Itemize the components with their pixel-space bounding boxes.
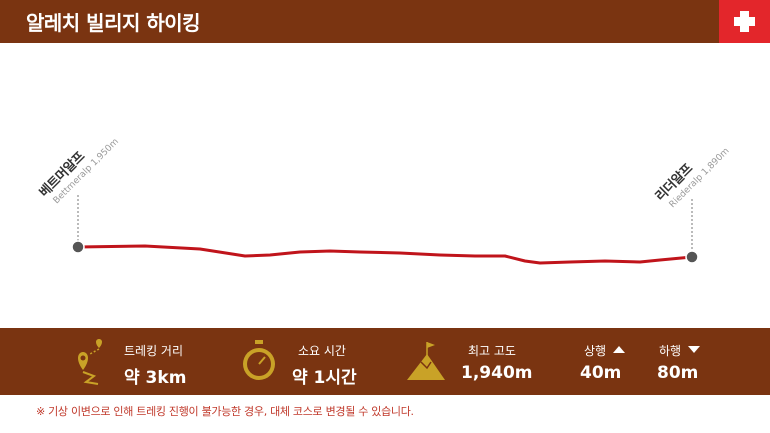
disclaimer-note: ※ 기상 이변으로 인해 트레킹 진행이 불가능한 경우, 대체 코스로 변경될… — [36, 405, 414, 418]
descent-value: 80m — [657, 363, 699, 383]
distance-value: 약 3km — [124, 368, 187, 388]
altitude-stat: 최고 고도 1,940m — [405, 328, 545, 395]
descent-stat: 하행 80m — [655, 328, 725, 395]
end-point-marker — [685, 250, 699, 264]
time-label: 소요 시간 — [298, 344, 346, 358]
distance-stat: 트레킹 거리 약 3km — [64, 328, 214, 395]
ascent-stat: 상행 40m — [578, 328, 648, 395]
triangle-up-icon — [613, 346, 625, 353]
ascent-label: 상행 — [584, 344, 607, 358]
start-point-marker — [71, 240, 85, 254]
time-stat: 소요 시간 약 1시간 — [240, 328, 380, 395]
mountain-flag-icon — [407, 342, 445, 380]
elevation-chart — [71, 195, 699, 265]
elevation-profile: 베트머알프 Bettmeralp 1,950m 리더알프 Riederalp 1… — [0, 43, 770, 328]
stats-bar: 트레킹 거리 약 3km 소요 시간 약 1시간 최고 고도 1,940m 상행… — [0, 328, 770, 395]
altitude-value: 1,940m — [461, 363, 533, 383]
triangle-down-icon — [688, 346, 700, 353]
distance-label: 트레킹 거리 — [124, 344, 184, 358]
route-pin-icon — [78, 339, 102, 385]
time-value: 약 1시간 — [292, 368, 357, 388]
trail-elevation-line — [76, 244, 694, 265]
header-bar: 알레치 빌리지 하이킹 — [0, 0, 770, 43]
descent-label: 하행 — [659, 344, 682, 358]
ascent-value: 40m — [580, 363, 622, 383]
swiss-flag-icon — [719, 0, 770, 43]
page-title: 알레치 빌리지 하이킹 — [26, 11, 201, 35]
stopwatch-icon — [243, 340, 275, 380]
altitude-label: 최고 고도 — [468, 344, 516, 358]
